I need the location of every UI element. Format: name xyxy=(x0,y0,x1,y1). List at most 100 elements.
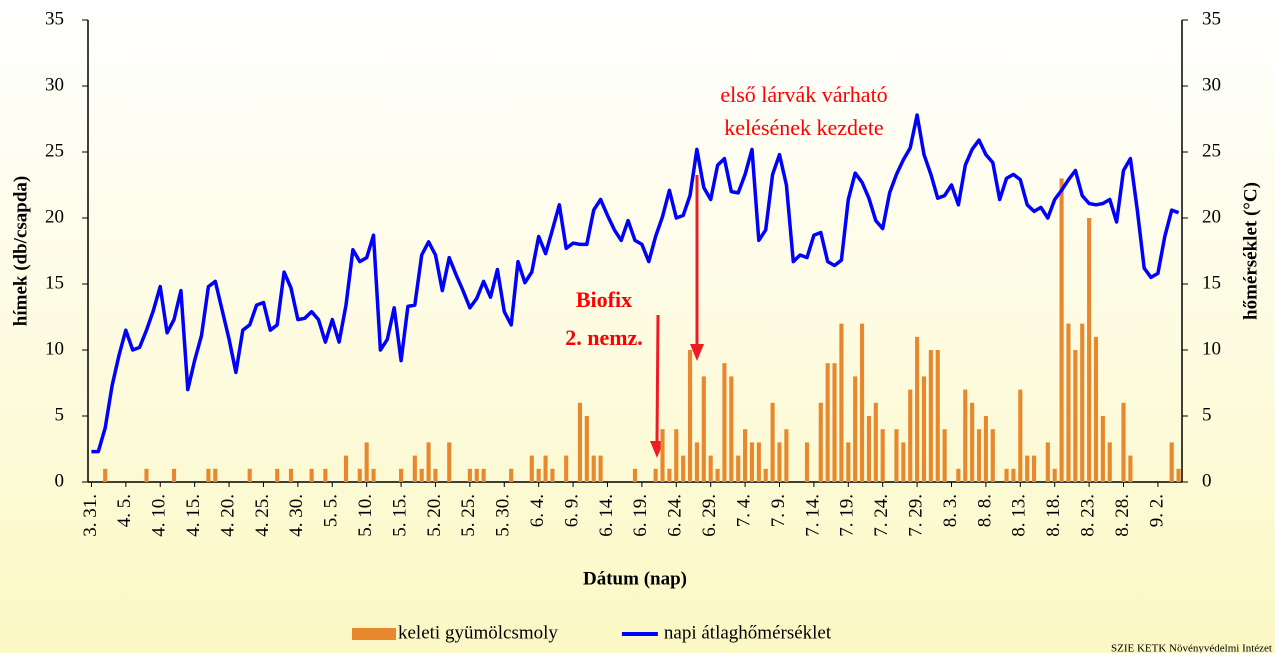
bar xyxy=(770,402,775,482)
bar xyxy=(873,402,878,482)
y-tick-label: 25 xyxy=(45,140,64,161)
bar xyxy=(1045,442,1050,482)
bar xyxy=(584,416,589,482)
bar xyxy=(901,442,906,482)
bar xyxy=(928,350,933,482)
x-tick-label: 5. 25. xyxy=(458,494,479,537)
bar xyxy=(343,455,349,482)
y2-tick-label: 15 xyxy=(1202,272,1221,293)
legend-swatch xyxy=(352,628,396,640)
x-tick-label: 7. 24. xyxy=(871,494,892,537)
bar xyxy=(550,468,555,482)
x-tick-label: 4. 30. xyxy=(286,494,307,537)
x-tick-label: 7. 14. xyxy=(802,494,823,537)
bar xyxy=(715,468,720,482)
bar xyxy=(1107,442,1112,482)
bar xyxy=(1080,323,1085,482)
bar xyxy=(784,429,789,482)
bar xyxy=(206,468,211,482)
bar xyxy=(915,336,920,482)
bar xyxy=(894,429,899,482)
bar xyxy=(708,455,713,482)
bar xyxy=(825,363,830,482)
bar xyxy=(956,468,961,482)
annotation: 2. nemz. xyxy=(565,325,643,350)
x-tick-label: 5. 20. xyxy=(424,494,445,537)
bar xyxy=(1176,468,1181,482)
x-tick-label: 8. 28. xyxy=(1112,494,1133,537)
bar xyxy=(632,468,638,482)
bar xyxy=(323,468,328,482)
temperature-line xyxy=(91,113,1180,454)
x-tick-label: 8. 8. xyxy=(974,494,995,527)
bar xyxy=(371,468,376,482)
bar xyxy=(1073,350,1078,482)
x-tick-label: 4. 10. xyxy=(149,494,170,537)
bar xyxy=(1025,455,1030,482)
bar xyxy=(1052,468,1057,482)
bar xyxy=(529,455,534,482)
x-tick-label: 8. 23. xyxy=(1077,494,1098,537)
bar xyxy=(481,468,486,482)
y-tick-label: 0 xyxy=(55,470,65,491)
bar xyxy=(426,442,431,482)
bar xyxy=(1128,455,1133,482)
bar xyxy=(564,455,569,482)
bar xyxy=(536,468,541,482)
bar xyxy=(694,442,699,482)
bar xyxy=(777,442,782,482)
bar xyxy=(660,429,665,482)
bar xyxy=(970,402,975,482)
bar xyxy=(880,429,885,482)
x-tick-label: 6. 24. xyxy=(665,494,686,537)
x-tick-label: 3. 31. xyxy=(80,494,101,537)
bar xyxy=(667,468,672,482)
y-tick-label: 5 xyxy=(55,404,65,425)
x-tick-label: 7. 19. xyxy=(837,494,858,537)
bar xyxy=(275,468,280,482)
y2-tick-label: 0 xyxy=(1202,470,1212,491)
bar xyxy=(1059,178,1064,482)
x-tick-label: 8. 18. xyxy=(1043,494,1064,537)
bar xyxy=(1093,336,1099,482)
bar xyxy=(309,468,314,482)
x-tick-label: 6. 29. xyxy=(699,494,720,537)
bar xyxy=(990,429,995,482)
y2-tick-label: 20 xyxy=(1202,206,1221,227)
bar xyxy=(1100,416,1105,482)
bar xyxy=(213,468,218,482)
bar xyxy=(1087,218,1092,482)
bar xyxy=(509,468,514,482)
x-tick-label: 7. 9. xyxy=(768,494,789,527)
bar xyxy=(103,468,108,482)
bar xyxy=(398,468,404,482)
arrows xyxy=(650,175,704,458)
bar xyxy=(247,468,252,482)
y-tick-label: 30 xyxy=(45,74,64,95)
bar xyxy=(1011,468,1016,482)
arrow-head xyxy=(690,344,704,361)
source: SZIE KETK Növényvédelmi Intézet xyxy=(1111,643,1272,653)
bar xyxy=(983,416,988,482)
bar xyxy=(577,402,583,482)
bar xyxy=(144,468,149,482)
bar xyxy=(763,468,768,482)
x-tick-label: 5. 5. xyxy=(321,494,342,527)
x-tick-label: 6. 4. xyxy=(527,494,548,527)
x-tick-label: 5. 15. xyxy=(389,494,410,537)
bar xyxy=(804,442,810,482)
y2-tick-label: 10 xyxy=(1202,338,1221,359)
bar xyxy=(942,429,947,482)
bar xyxy=(288,468,294,482)
y2-tick-label: 35 xyxy=(1202,8,1221,29)
bar xyxy=(171,468,177,482)
legend-label: keleti gyümölcsmoly xyxy=(398,622,558,643)
x-tick-label: 5. 30. xyxy=(493,494,514,537)
bar xyxy=(419,468,424,482)
bar xyxy=(1004,468,1009,482)
x-tick-label: 7. 29. xyxy=(905,494,926,537)
x-tick-label: 9. 2. xyxy=(1146,494,1167,527)
bar xyxy=(736,455,741,482)
bar xyxy=(963,389,968,482)
